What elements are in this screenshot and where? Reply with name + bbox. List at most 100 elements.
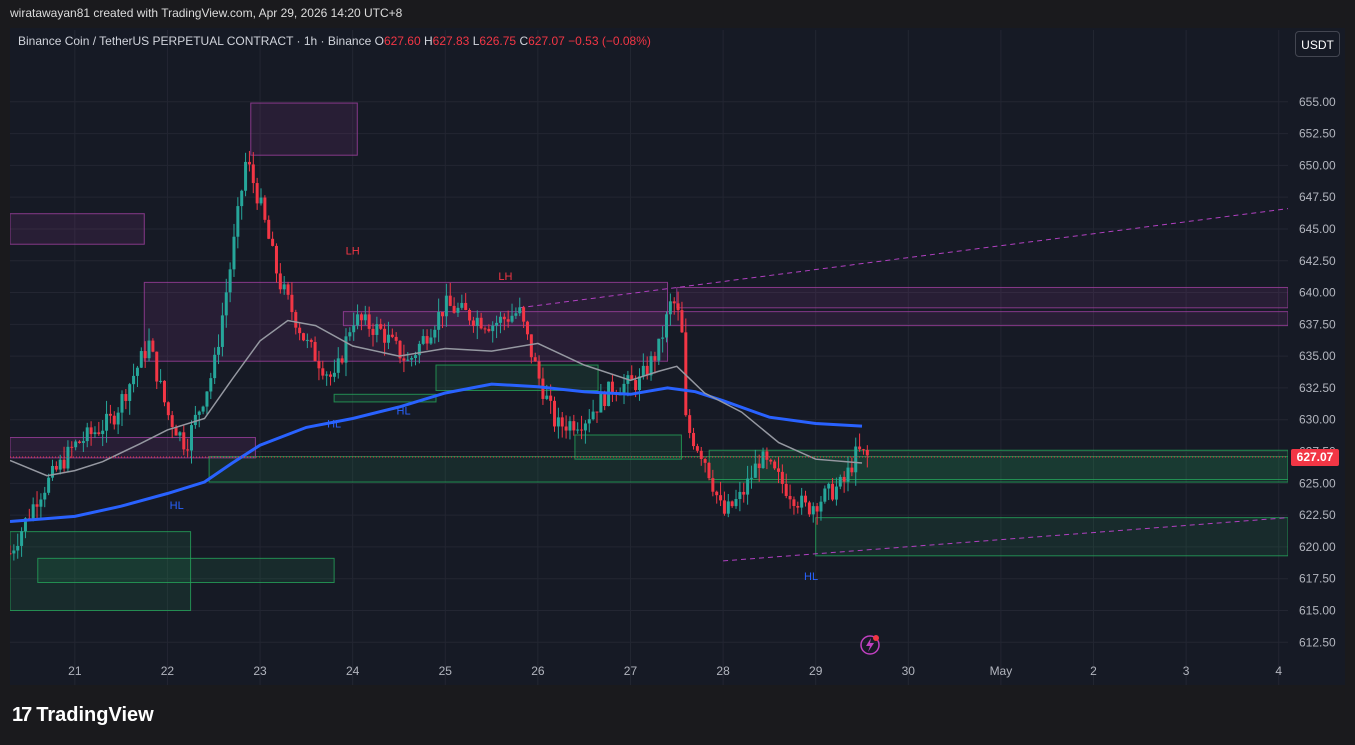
candle-body — [730, 501, 734, 507]
candle-body — [329, 374, 333, 377]
candle-body — [429, 337, 433, 344]
candle-body — [236, 206, 240, 237]
candle-body — [62, 459, 66, 469]
candle-body — [591, 411, 595, 420]
candle-body — [444, 295, 448, 317]
demand-zone — [208, 456, 1288, 483]
candle-body — [865, 449, 869, 456]
candle-body — [166, 402, 170, 416]
candle-body — [23, 518, 27, 532]
supply-zone — [10, 213, 145, 245]
candle-body — [556, 417, 560, 427]
y-tick-label: 647.50 — [1299, 190, 1336, 204]
candle-body — [823, 488, 827, 502]
candle-body — [213, 354, 217, 379]
candle-body — [425, 336, 429, 344]
candle-body — [525, 321, 529, 335]
candle-body — [630, 375, 634, 381]
candle-body — [784, 483, 788, 496]
candle-body — [375, 324, 379, 335]
candle-body — [753, 463, 757, 478]
candle-body — [846, 467, 850, 482]
candle-body — [101, 430, 105, 435]
candle-body — [321, 368, 325, 376]
pivot-label: HL — [397, 406, 411, 418]
y-tick-label: 625.00 — [1299, 476, 1336, 490]
candle-body — [522, 307, 526, 322]
candle-body — [749, 477, 753, 479]
lightning-icon-ring — [860, 635, 880, 655]
candle-body — [800, 495, 804, 508]
candle-body — [290, 294, 294, 313]
high-value: 627.83 — [432, 34, 470, 48]
demand-zone — [708, 449, 1288, 480]
tradingview-logo-icon: 17 — [12, 704, 32, 726]
candle-body — [108, 413, 112, 416]
candle-body — [641, 365, 645, 377]
candle-body — [336, 358, 340, 373]
candle-body — [610, 381, 614, 394]
candle-body — [464, 302, 468, 310]
candle-body — [861, 449, 865, 451]
candle-body — [576, 429, 580, 431]
candles-group — [10, 150, 869, 561]
candle-body — [371, 328, 375, 335]
candle-body — [93, 432, 97, 435]
candle-body — [348, 332, 352, 337]
y-tick-label: 642.50 — [1299, 254, 1336, 268]
candle-body — [298, 327, 302, 334]
candle-body — [510, 315, 514, 322]
candle-body — [132, 375, 136, 385]
supply-zone — [143, 281, 669, 362]
candle-body — [35, 504, 39, 507]
branding-text: TradingView — [36, 704, 154, 726]
supply-zone — [676, 286, 1288, 309]
candle-body — [286, 284, 290, 295]
candle-body — [568, 421, 572, 431]
y-tick-label: 615.00 — [1299, 603, 1336, 617]
candle-body — [379, 324, 383, 329]
candle-body — [205, 391, 209, 407]
trendline — [723, 517, 1288, 562]
candle-body — [471, 320, 475, 326]
candle-body — [703, 458, 707, 463]
candle-body — [12, 550, 16, 554]
lightning-icon — [860, 635, 880, 655]
candle-body — [603, 393, 607, 407]
candle-body — [734, 499, 738, 507]
candle-body — [653, 356, 657, 361]
candle-body — [367, 314, 371, 329]
currency-button[interactable]: USDT — [1295, 31, 1340, 57]
x-tick-label: 26 — [531, 664, 545, 678]
candle-body — [390, 334, 394, 337]
candle-body — [359, 314, 363, 321]
candle-body — [761, 451, 765, 469]
candle-body — [769, 459, 773, 462]
candle-body — [765, 451, 769, 460]
candle-body — [247, 161, 251, 165]
candle-body — [572, 421, 576, 431]
price-tag-label: 627.07 — [1297, 450, 1334, 464]
candle-body — [182, 432, 186, 450]
candle-body — [112, 415, 116, 425]
candle-body — [16, 545, 20, 551]
demand-zone — [574, 434, 682, 460]
candle-body — [356, 314, 360, 326]
candle-body — [278, 273, 282, 290]
candle-body — [344, 336, 348, 363]
candle-body — [649, 356, 653, 376]
x-tick-label: 22 — [161, 664, 175, 678]
candle-body — [398, 340, 402, 359]
candle-body — [155, 351, 159, 382]
candle-body — [267, 219, 271, 239]
candle-body — [89, 427, 93, 435]
candle-body — [259, 197, 263, 204]
candle-body — [448, 295, 452, 306]
candle-body — [498, 316, 502, 323]
candle-body — [325, 374, 329, 376]
candle-body — [135, 367, 139, 376]
candle-body — [583, 423, 587, 431]
price-tag: 627.07 — [1291, 448, 1339, 466]
y-tick-label: 637.50 — [1299, 317, 1336, 331]
